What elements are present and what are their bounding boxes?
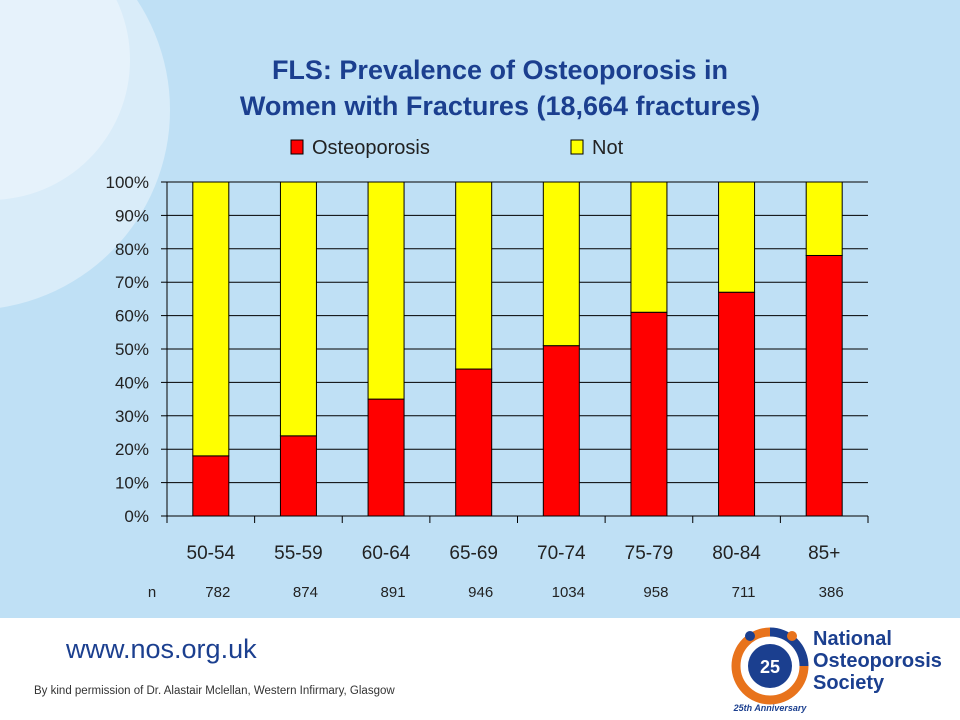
stacked-bar-chart: 0% 10% 20% 30% 40% 50% 60% 70% 80% 90% 100% 50-54 55… — [106, 137, 869, 564]
logo-line-society: Society — [813, 672, 885, 694]
bar-not-70-74 — [542, 181, 580, 347]
nos-logo: 25 25th Anniversary National Osteoporosi… — [728, 622, 953, 714]
bar-osteoporosis-85plus — [805, 254, 843, 517]
y-tick-label: 40% — [115, 373, 149, 392]
chart-title-line1: FLS: Prevalence of Osteoporosis in — [271, 55, 729, 85]
y-tick-label: 10% — [115, 474, 149, 493]
y-tick-label: 50% — [115, 340, 149, 359]
anniversary-badge-icon: 25 25th Anniversary — [731, 627, 809, 713]
x-tick-label: 75-79 — [625, 543, 674, 564]
slide-background: FLS: Prevalence of Osteoporosis in Women… — [0, 0, 960, 618]
chart-title: FLS: Prevalence of Osteoporosis in Women… — [90, 52, 910, 124]
y-tick-label: 0% — [124, 507, 149, 526]
bar-osteoporosis-80-84 — [718, 291, 756, 517]
logo-line-osteoporosis: Osteoporosis — [813, 650, 942, 672]
n-value: 711 — [731, 584, 756, 601]
y-tick-label: 60% — [115, 307, 149, 326]
axes: 0% 10% 20% 30% 40% 50% 60% 70% 80% 90% 100% 50-54 55… — [106, 173, 869, 564]
bar-not-65-69 — [455, 181, 493, 370]
n-value: 946 — [468, 584, 494, 601]
legend: Osteoporosis Not — [290, 137, 624, 159]
bar-not-75-79 — [630, 181, 668, 313]
bar-not-80-84 — [718, 181, 756, 293]
n-value: 958 — [643, 584, 669, 601]
bars — [192, 181, 843, 517]
bar-not-85plus — [805, 181, 843, 256]
n-value: 386 — [818, 584, 844, 601]
bar-not-55-59 — [279, 181, 317, 437]
credit-text: By kind permission of Dr. Alastair Mclel… — [34, 685, 395, 697]
logo-line-national: National — [813, 628, 892, 650]
bar-osteoporosis-60-64 — [367, 398, 405, 517]
x-tick-label: 85+ — [808, 543, 840, 564]
legend-swatch-not — [570, 139, 584, 155]
gridlines — [167, 181, 868, 517]
badge-ring-text: 25th Anniversary — [733, 703, 808, 713]
bar-not-50-54 — [192, 181, 230, 457]
n-label: n — [147, 584, 157, 601]
bar-osteoporosis-50-54 — [192, 455, 230, 517]
y-tick-label: 30% — [115, 407, 149, 426]
legend-label-osteoporosis: Osteoporosis — [312, 137, 430, 159]
bar-osteoporosis-55-59 — [279, 435, 317, 517]
decorative-circles — [0, 0, 170, 308]
x-tick-label: 60-64 — [362, 543, 411, 564]
y-tick-label: 80% — [115, 240, 149, 259]
y-tick-label: 70% — [115, 273, 149, 292]
x-tick-label: 55-59 — [274, 543, 323, 564]
sample-size-row: n 782 874 891 946 1034 958 711 386 — [0, 584, 960, 608]
y-tick-label: 20% — [115, 440, 149, 459]
y-tick-label: 90% — [115, 206, 149, 225]
n-value: 1034 — [551, 584, 585, 601]
n-value: 782 — [205, 584, 231, 601]
badge-number: 25 — [760, 657, 780, 677]
x-tick-label: 50-54 — [187, 543, 236, 564]
bar-osteoporosis-70-74 — [542, 345, 580, 517]
logo-wordmark: National Osteoporosis Society — [813, 628, 942, 694]
bar-not-60-64 — [367, 181, 405, 400]
x-tick-label: 80-84 — [712, 543, 761, 564]
y-tick-label: 100% — [106, 173, 149, 192]
legend-swatch-osteoporosis — [290, 139, 304, 155]
legend-label-not: Not — [592, 137, 624, 159]
n-value: 891 — [380, 584, 406, 601]
chart-title-line2: Women with Fractures (18,664 fractures) — [239, 91, 761, 121]
x-tick-label: 65-69 — [449, 543, 498, 564]
bar-osteoporosis-75-79 — [630, 311, 668, 517]
x-tick-label: 70-74 — [537, 543, 586, 564]
bar-osteoporosis-65-69 — [455, 368, 493, 517]
n-value: 874 — [292, 584, 318, 601]
website-link[interactable]: www.nos.org.uk — [66, 634, 257, 664]
